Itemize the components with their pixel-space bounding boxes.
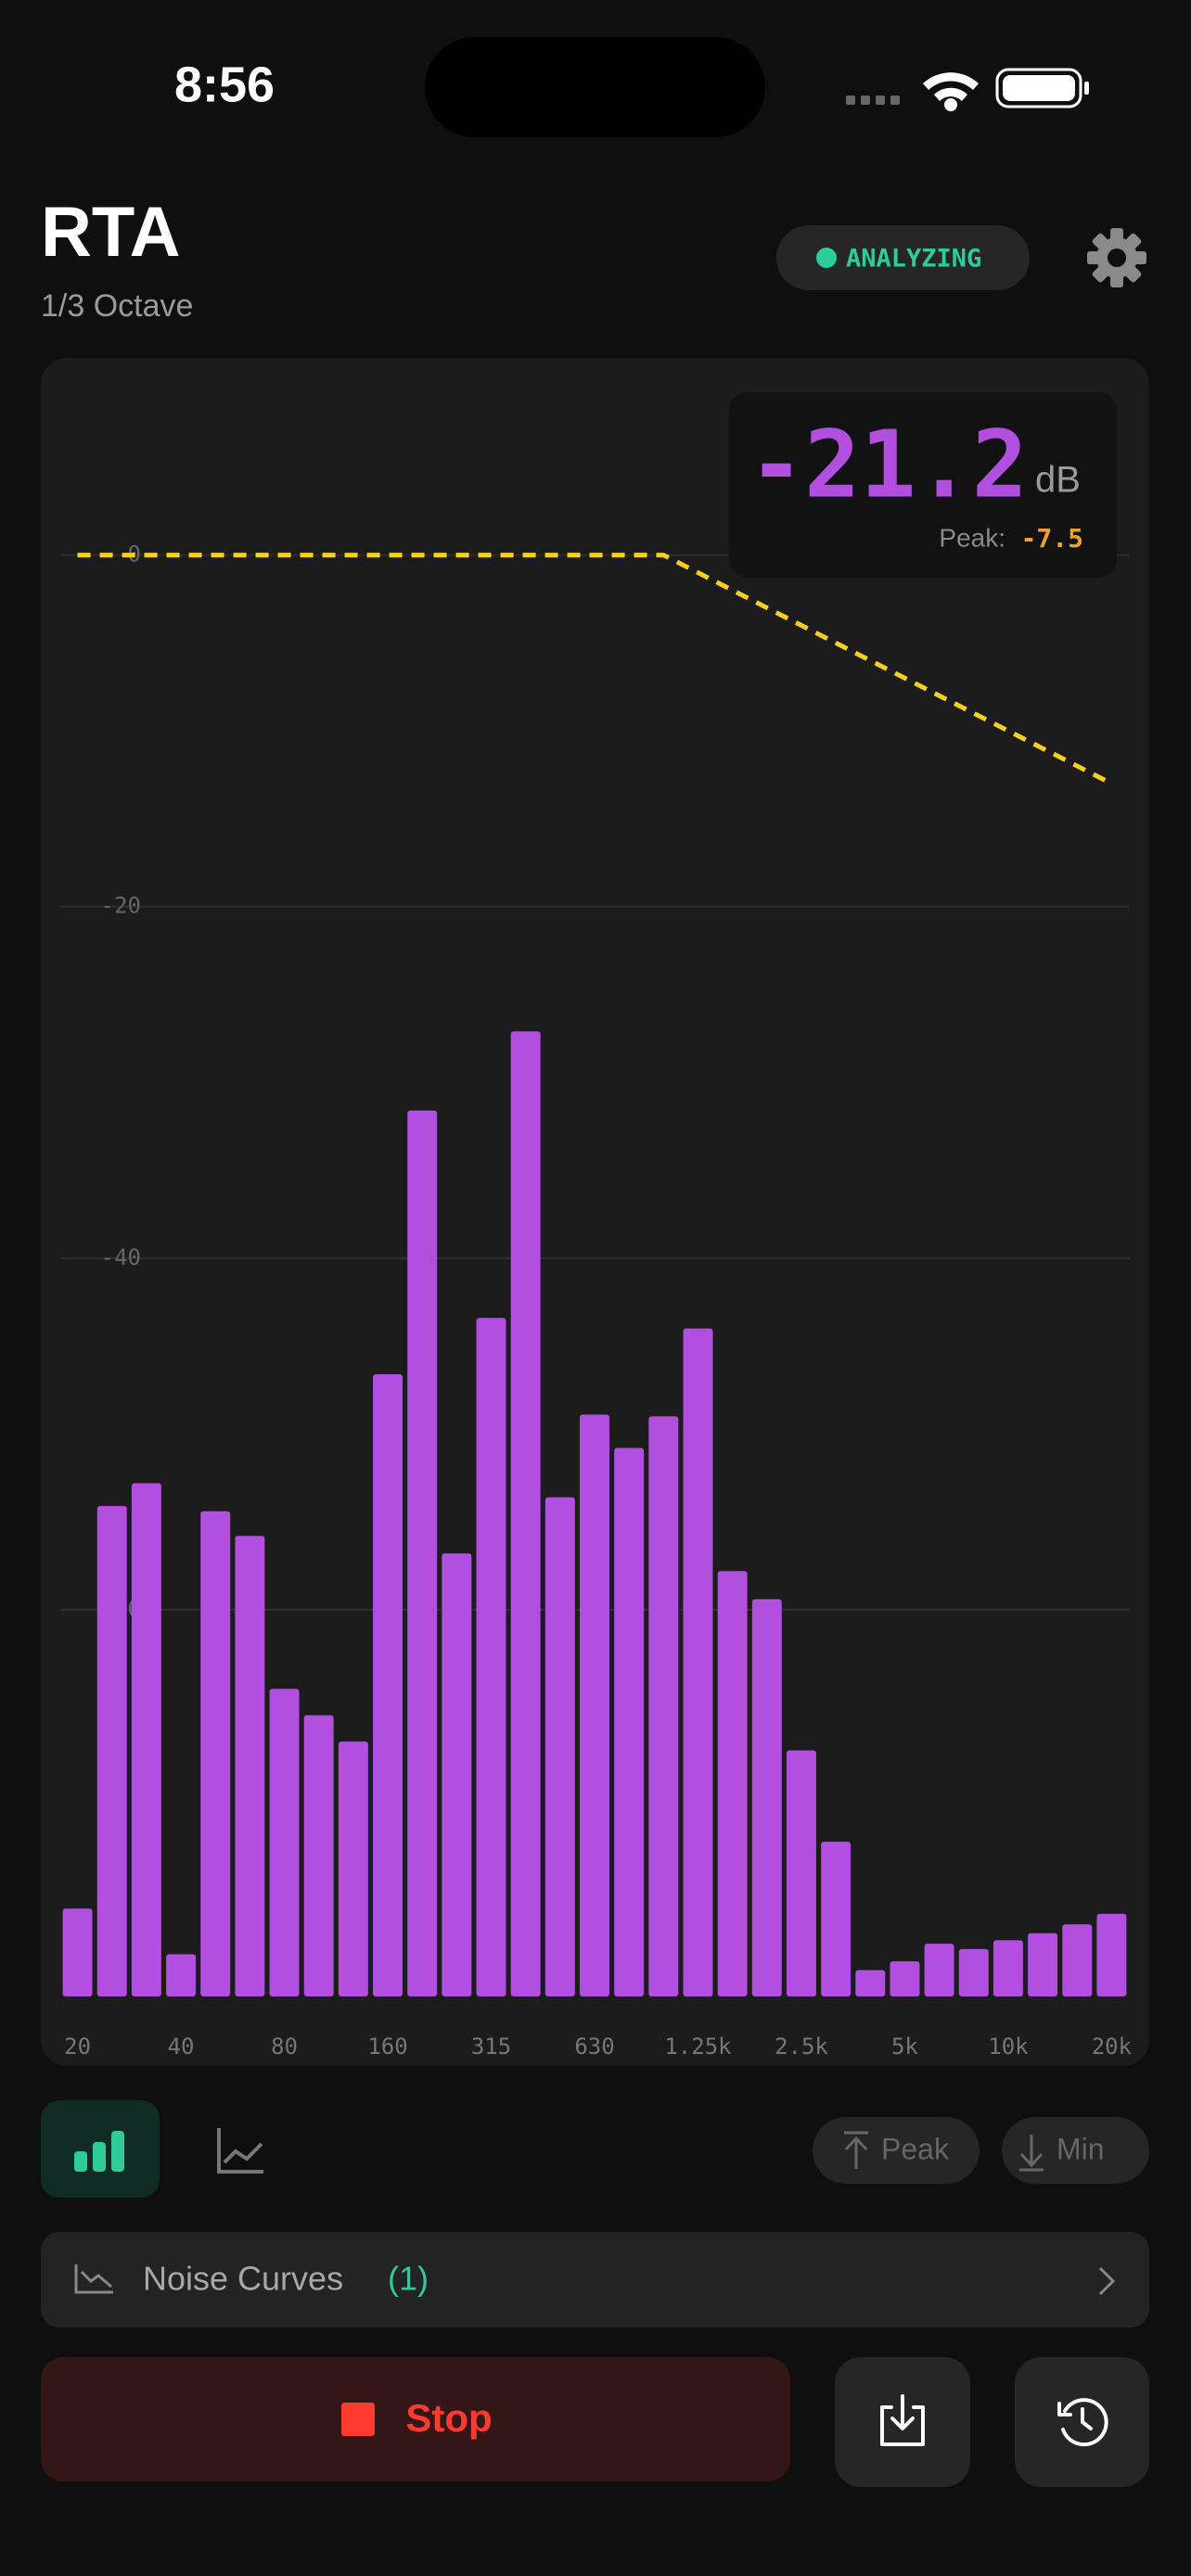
noise-curves-icon [74,2264,113,2294]
y-tick-label: -40 [101,1244,141,1270]
x-tick-label: 20 [64,2034,91,2060]
bar [62,1908,93,1996]
peak-label: Peak: [939,523,1005,552]
x-tick-label: 1.25k [664,2034,732,2060]
y-tick-label: -20 [101,893,141,919]
export-icon [880,2394,925,2446]
bar [303,1715,334,1996]
readout-value: -21.2 [749,410,1028,518]
bar [269,1689,300,1996]
dynamic-island [425,37,765,137]
chevron [1098,2266,1116,2296]
chart-card [41,358,1149,2066]
x-tick-label: 10k [988,2034,1029,2060]
page-subtitle: 1/3 Octave [41,288,193,324]
bar [786,1750,816,1996]
readout-unit: dB [1035,460,1081,501]
bar [1028,1932,1058,1996]
x-tick-label: 2.5k [775,2034,828,2060]
x-tick-label: 630 [574,2034,614,2060]
stop-icon [341,2403,375,2436]
noise-curves-label: Noise Curves [143,2260,343,2298]
bar [1062,1924,1093,1996]
bar [1096,1913,1127,1996]
bar-view-icon [74,2131,124,2172]
bar [96,1506,127,1996]
stop-label: Stop [405,2396,492,2440]
bar [442,1553,472,1996]
settings-icon[interactable] [1075,216,1159,300]
page-title: RTA [41,193,181,272]
bar [166,1954,197,1996]
bar [648,1416,679,1996]
x-tick-label: 315 [471,2034,511,2060]
bar [510,1031,541,1996]
noise-curves-count: (1) [388,2260,429,2298]
stop-button[interactable] [41,2357,790,2481]
x-tick-label: 40 [168,2034,195,2060]
line-view-button[interactable] [217,2128,263,2174]
x-tick-label: 5k [891,2034,918,2060]
status-label: ANALYZING [846,245,981,274]
bar [131,1483,161,1996]
peak-button-label: Peak [881,2132,950,2165]
bar [821,1842,852,1996]
bar [717,1571,748,1996]
readout-box [729,392,1117,578]
x-tick-label: 80 [271,2034,298,2060]
status-dot [816,248,837,268]
bar [338,1741,368,1996]
signal-icon [846,96,900,105]
min-button[interactable] [1002,2117,1149,2184]
bar [924,1944,954,1996]
x-tick-label: 20k [1092,2034,1133,2060]
peak-value: -7.5 [1021,523,1083,554]
bar [614,1447,645,1996]
bar [476,1318,506,1996]
peak-icon [844,2131,868,2169]
status-badge[interactable] [776,225,1030,290]
bar [992,1940,1023,1996]
bar [544,1497,575,1996]
bar [373,1373,403,1996]
history-icon [1057,2398,1108,2447]
x-tick-label: 160 [367,2034,407,2060]
status-time: 8:56 [174,57,275,112]
wifi-icon [923,72,979,111]
min-button-label: Min [1057,2132,1105,2165]
bar [751,1599,782,1996]
bar [407,1110,438,1996]
battery-icon [995,68,1089,108]
plot: 0-20-40-602040801603156301.25k2.5k5k10k2… [60,542,1133,2060]
bar [890,1961,920,1996]
bar [580,1414,609,1996]
bar [235,1536,265,1996]
bar [683,1328,713,1996]
bar [958,1948,989,1996]
bar [855,1970,886,1996]
noise-curve [77,553,1113,786]
noise-curves-row[interactable] [41,2232,1149,2327]
bar [200,1511,231,1996]
min-icon [1019,2135,1044,2172]
